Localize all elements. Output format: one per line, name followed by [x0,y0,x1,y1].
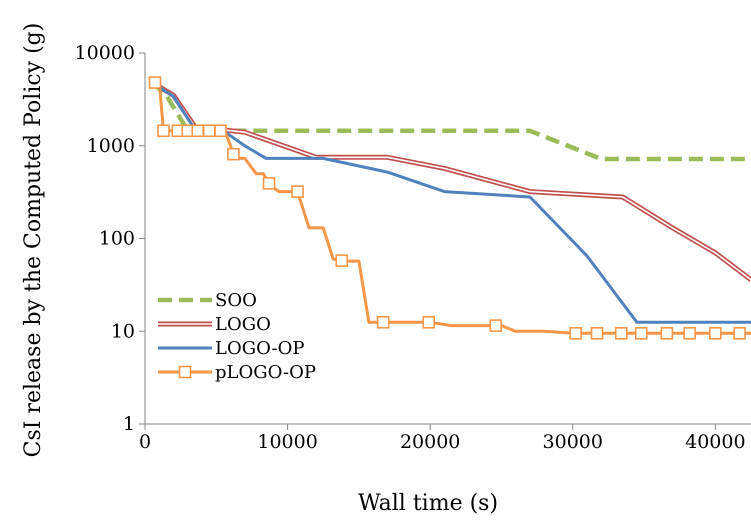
legend-label: LOGO-OP [215,338,304,359]
y-tick-label: 10000 [75,42,135,64]
x-tick-label: 0 [139,431,151,453]
y-tick-label: 10 [111,320,135,342]
x-tick-label: 30000 [543,431,603,453]
x-tick-label: 10000 [257,431,317,453]
series-soo [150,80,751,162]
y-tick-label: 100 [99,228,135,250]
series-line-inner [151,81,751,281]
data-point-marker [590,327,604,340]
x-tick-label: 40000 [685,431,745,453]
legend-entry: LOGO-OP [158,338,304,359]
legend-marker [178,365,192,379]
data-point-marker [489,319,503,332]
legend-entry: SOO [158,290,257,311]
x-tick-label: 20000 [400,431,460,453]
data-point-marker [569,327,582,340]
data-point-marker [148,76,162,89]
y-axis-title: CsI release by the Computed Policy (g) [21,23,46,458]
series-line [150,80,751,282]
series-plogo-op [148,76,751,340]
data-point-marker [660,327,674,340]
data-point-marker [191,124,205,138]
series-logo-op [151,81,751,324]
legend-entry: pLOGO-OP [158,362,316,383]
data-point-marker [683,327,696,340]
y-tick-label: 1 [123,413,135,435]
legend-label: SOO [215,290,257,311]
legend-label: LOGO [215,314,271,335]
data-point-marker [376,315,390,329]
legend-entry: LOGO [158,314,271,335]
data-point-marker [202,124,216,138]
series-line [150,80,751,162]
series-logo [150,80,751,282]
data-point-marker [291,185,304,198]
data-point-marker [227,147,240,161]
data-point-marker [634,327,648,340]
legend-label: pLOGO-OP [215,362,316,383]
data-point-marker [214,124,227,138]
y-tick-label: 1000 [87,135,135,157]
data-point-marker [422,315,436,329]
data-point-marker [709,327,722,340]
series-line [151,81,751,324]
data-point-marker [614,327,628,340]
data-point-marker [335,254,349,267]
data-point-marker [157,124,170,138]
data-point-marker [733,327,746,340]
x-axis-title: Wall time (s) [358,491,498,516]
data-point-marker [262,177,276,190]
